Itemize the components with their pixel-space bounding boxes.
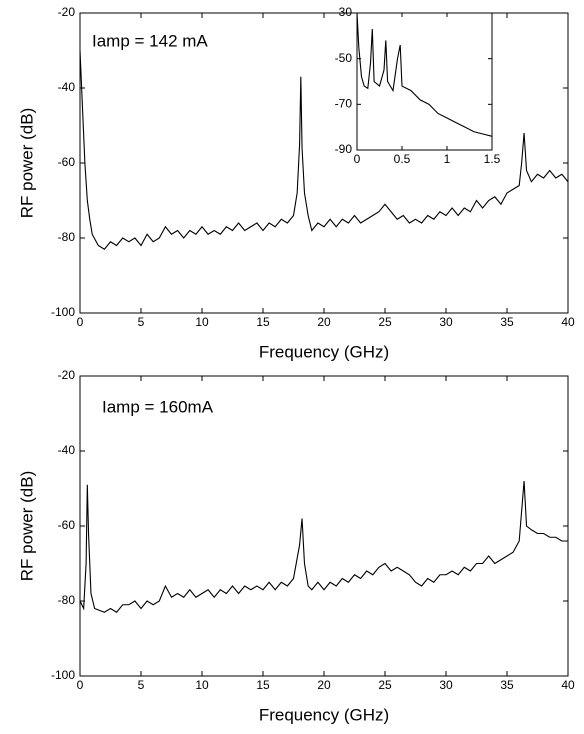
plot-frame [79,375,569,677]
x-tick-label: 30 [439,315,453,329]
y-tick-label: -100 [51,305,75,319]
y-tick-label: -80 [58,593,76,607]
x-tick-label: 40 [561,315,575,329]
y-tick-label: -40 [58,80,76,94]
inset-background [357,13,492,150]
x-tick-label: 20 [317,678,331,692]
y-axis-label: RF power (dB) [17,471,36,582]
x-tick-label: 0.5 [394,152,411,166]
spectrum-line [356,12,493,137]
x-tick-label: 15 [256,315,270,329]
y-axis-label: RF power (dB) [17,108,36,219]
y-tick-label: -20 [58,5,76,19]
x-tick-label: 5 [138,315,145,329]
annotation: Iamp = 160mA [102,397,214,416]
x-tick-label: 0 [77,678,84,692]
x-tick-label: 25 [378,678,392,692]
x-tick-label: 1 [444,152,451,166]
spectrum-line [79,480,568,613]
y-tick-label: -40 [58,443,76,457]
y-tick-label: -60 [58,155,76,169]
x-tick-label: 20 [317,315,331,329]
x-tick-label: 35 [500,315,514,329]
x-tick-label: 0 [77,315,84,329]
x-tick-label: 15 [256,678,270,692]
x-tick-label: 5 [138,678,145,692]
x-tick-label: 10 [195,315,209,329]
y-tick-label: -20 [58,368,76,382]
y-tick-label: -50 [335,51,353,65]
y-tick-label: -60 [58,518,76,532]
y-tick-label: -70 [335,97,353,111]
plot-frame [356,12,493,151]
x-tick-label: 35 [500,678,514,692]
x-tick-label: 10 [195,678,209,692]
x-tick-label: 0 [354,152,361,166]
x-tick-label: 40 [561,678,575,692]
x-tick-label: 25 [378,315,392,329]
y-tick-label: -100 [51,668,75,682]
spectrum-line [79,50,569,250]
y-tick-label: -80 [58,230,76,244]
y-tick-label: -90 [335,142,353,156]
x-axis-label: Frequency (GHz) [259,342,389,361]
annotation: Iamp = 142 mA [92,31,208,50]
x-axis-label: Frequency (GHz) [259,705,389,724]
y-tick-label: -30 [335,5,353,19]
x-tick-label: 30 [439,678,453,692]
x-tick-label: 1.5 [484,152,501,166]
